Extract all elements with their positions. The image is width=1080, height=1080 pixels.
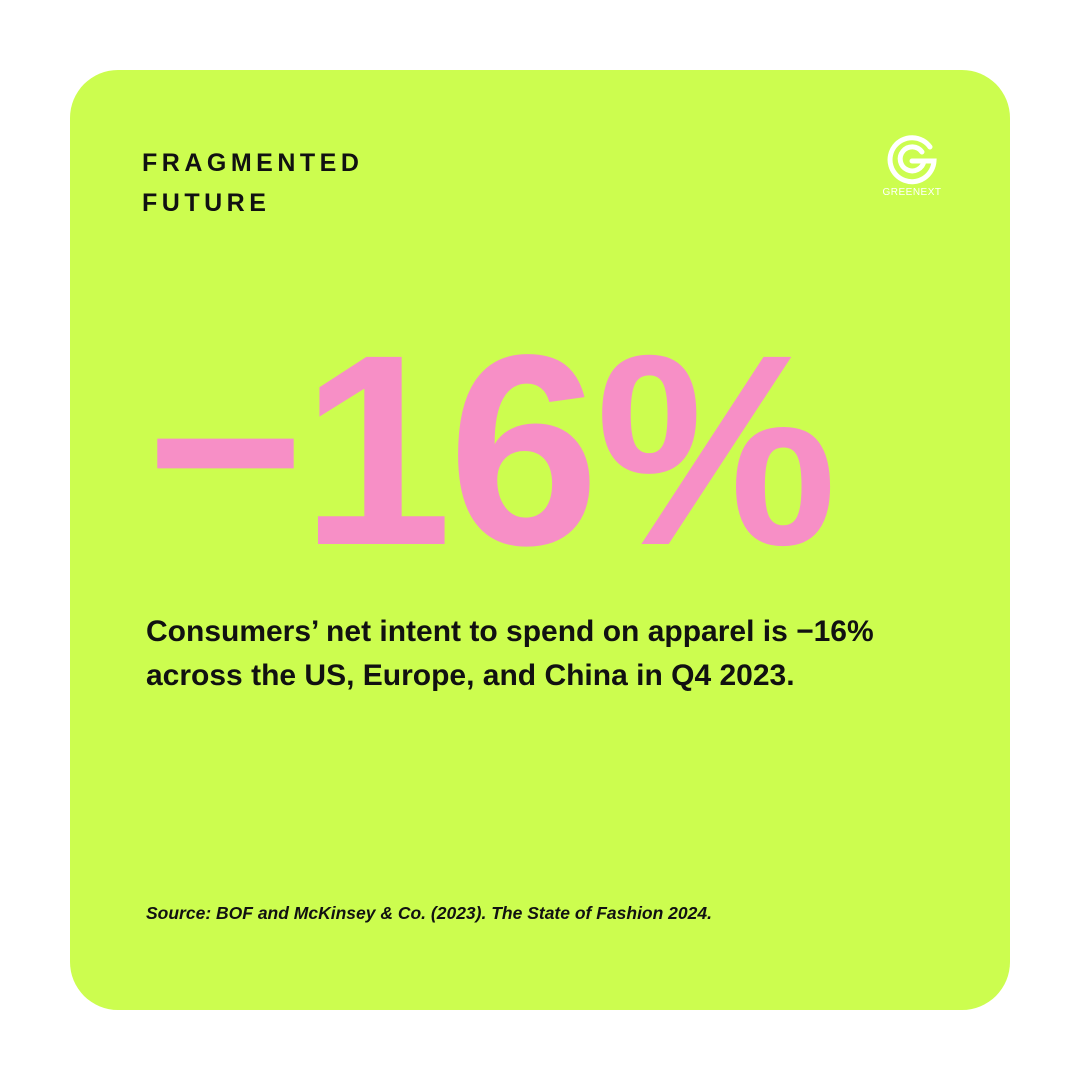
stat: −16% [146,298,837,602]
source: Source: BOF and McKinsey & Co. (2023). T… [146,903,712,923]
card [70,70,1010,1010]
body-text: Consumers’ net intent to spend on appare… [146,615,874,692]
title: FRAGMENTED FUTURE [142,143,363,223]
logo-text: GREENEXT [882,187,942,198]
title-line: FRAGMENTED [142,149,364,177]
logo: GREENEXT [872,133,952,198]
logo-icon [887,135,937,185]
title-line: FUTURE [142,189,271,217]
